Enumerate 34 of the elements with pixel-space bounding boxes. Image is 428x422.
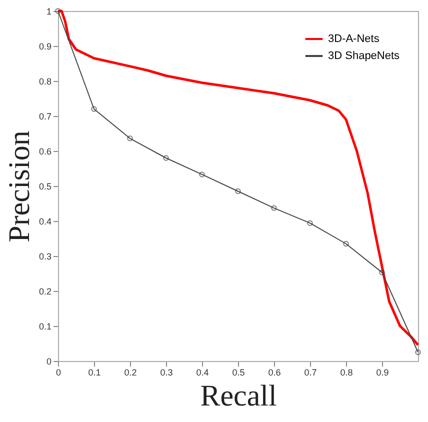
y-tick-label: 0 [46, 356, 52, 366]
x-axis-title: Recall [200, 380, 277, 412]
point [91, 106, 97, 112]
point [127, 136, 133, 142]
y-tick-label: 0.7 [38, 112, 52, 122]
y-tick-label: 0.3 [38, 252, 52, 262]
y-tick-label: 0.2 [38, 286, 52, 296]
x-tick-label: 0.1 [88, 368, 101, 378]
legend-label: 3D-A-Nets [328, 33, 380, 45]
point [343, 240, 349, 247]
point [163, 155, 169, 161]
point [235, 188, 241, 194]
y-tick-label: 0.5 [38, 182, 52, 192]
x-tick-label: 0.7 [304, 368, 317, 378]
x-tick-label: 0.2 [124, 368, 137, 378]
y-tick-label: 0.8 [38, 76, 52, 86]
x-tick-label: 0.8 [340, 368, 353, 378]
point [307, 220, 313, 226]
y-tick-label: 0.1 [38, 322, 52, 332]
x-tick-label: 0.3 [160, 368, 173, 378]
x-tick-label: 0.6 [268, 368, 281, 378]
point [199, 172, 205, 178]
y-tick-label: 0.9 [38, 42, 52, 52]
point [379, 270, 385, 276]
y-tick-label: 0.4 [38, 216, 52, 226]
y-axis-title: Precision [2, 130, 36, 242]
x-tick-label: 0.4 [196, 368, 209, 378]
x-tick-label: 0.5 [232, 368, 245, 378]
y-tick-label: 1 [46, 6, 52, 16]
x-tick-label: 0 [56, 368, 62, 378]
y-tick-label: 0.6 [38, 146, 52, 156]
legend-label: 3D ShapeNets [328, 50, 400, 62]
x-tick-label: 0.9 [376, 368, 389, 378]
point [271, 205, 277, 211]
